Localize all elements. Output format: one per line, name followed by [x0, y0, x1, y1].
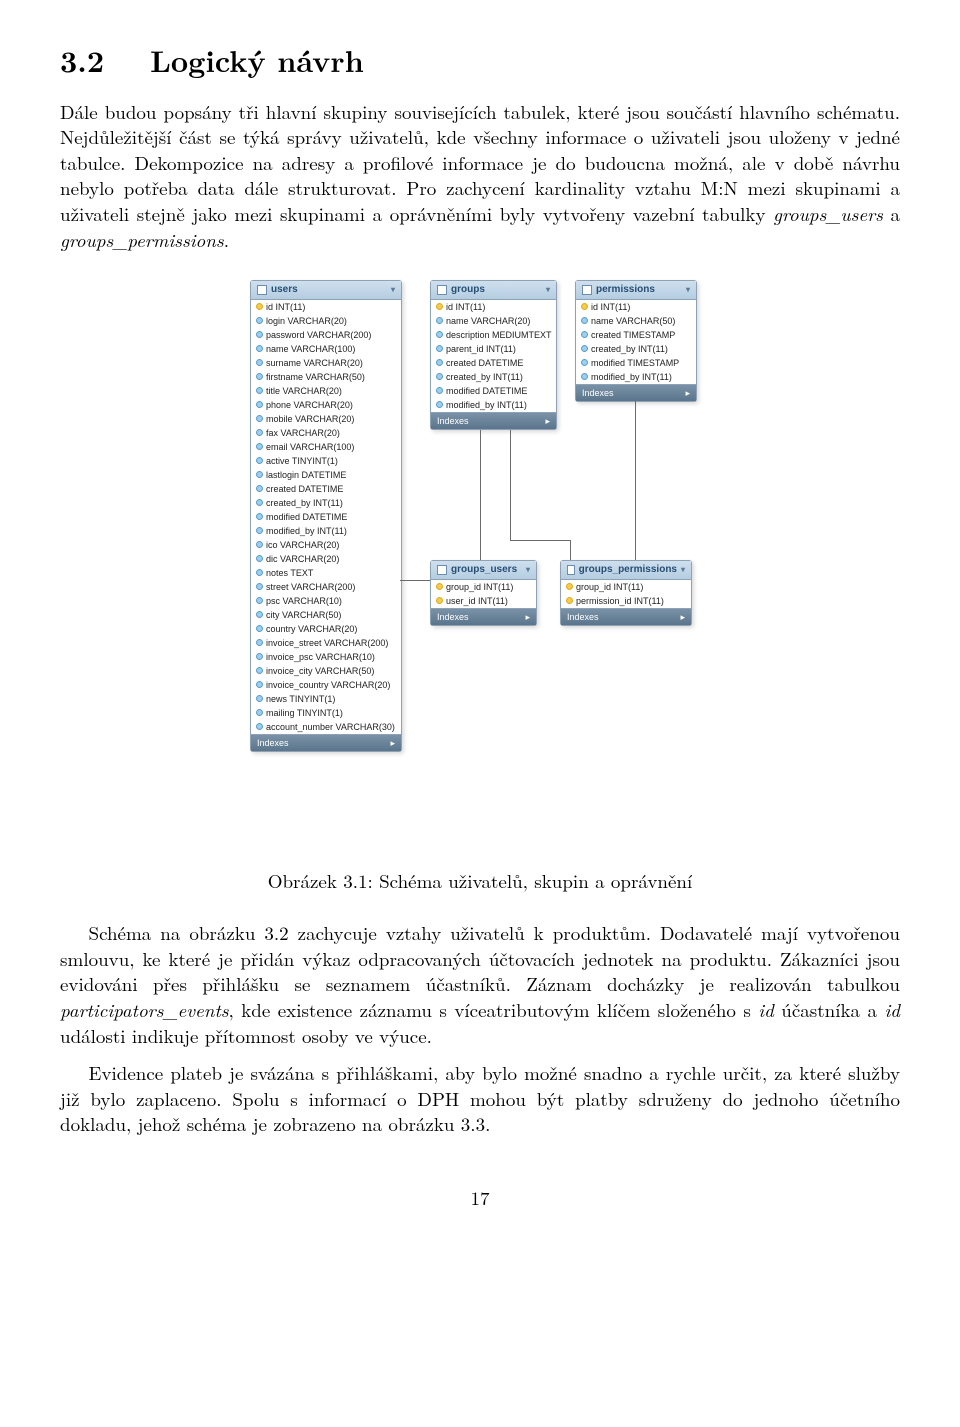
- er-diagram: users▾id INT(11)login VARCHAR(20)passwor…: [60, 280, 900, 850]
- er-table-groups: groups▾id INT(11)name VARCHAR(20)descrip…: [430, 280, 557, 430]
- paragraph-3: Evidence plateb je svázána s přihláškami…: [60, 1060, 900, 1137]
- paragraph-1: Dále budou popsány tři hlavní skupiny so…: [60, 99, 900, 253]
- paragraph-2: Schéma na obrázku 3.2 zachycuje vztahy u…: [60, 920, 900, 1048]
- er-table-permissions: permissions▾id INT(11)name VARCHAR(50)cr…: [575, 280, 697, 402]
- section-title: Logický návrh: [150, 38, 364, 81]
- section-number: 3.2: [60, 38, 104, 81]
- er-table-users: users▾id INT(11)login VARCHAR(20)passwor…: [250, 280, 402, 752]
- er-table-groups_users: groups_users▾group_id INT(11)user_id INT…: [430, 560, 537, 626]
- page-number: 17: [60, 1185, 900, 1211]
- figure-caption: Obrázek 3.1: Schéma uživatelů, skupin a …: [60, 868, 900, 894]
- section-heading: 3.2 Logický návrh: [60, 40, 900, 81]
- er-table-groups_permissions: groups_permissions▾group_id INT(11)permi…: [560, 560, 692, 626]
